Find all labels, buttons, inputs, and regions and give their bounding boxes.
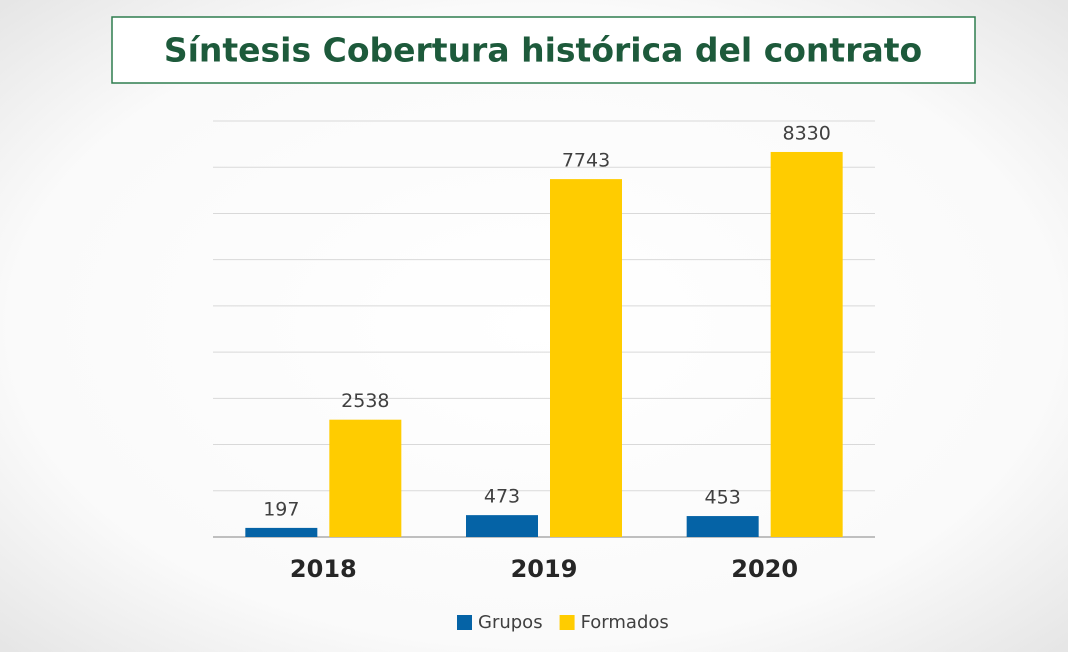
- x-tick-label: 2018: [290, 555, 357, 583]
- data-label: 7743: [562, 150, 610, 172]
- chart-title: Síntesis Cobertura histórica del contrat…: [164, 31, 922, 70]
- x-tick-label: 2019: [511, 555, 578, 583]
- bar: [550, 179, 622, 538]
- x-tick-label: 2020: [731, 555, 798, 583]
- legend-swatch: [559, 615, 575, 630]
- data-label: 2538: [341, 390, 389, 412]
- legend-label: Grupos: [478, 612, 543, 633]
- bar: [466, 515, 538, 537]
- data-label: 473: [484, 486, 520, 508]
- legend-swatch: [457, 615, 472, 630]
- bar: [245, 527, 318, 537]
- data-label: 453: [705, 487, 741, 509]
- data-label: 197: [263, 498, 299, 520]
- bar: [686, 516, 759, 537]
- title-box: [111, 16, 976, 84]
- data-label: 8330: [782, 122, 830, 144]
- bar: [770, 151, 843, 538]
- bar: [329, 419, 402, 537]
- legend-label: Formados: [581, 612, 669, 633]
